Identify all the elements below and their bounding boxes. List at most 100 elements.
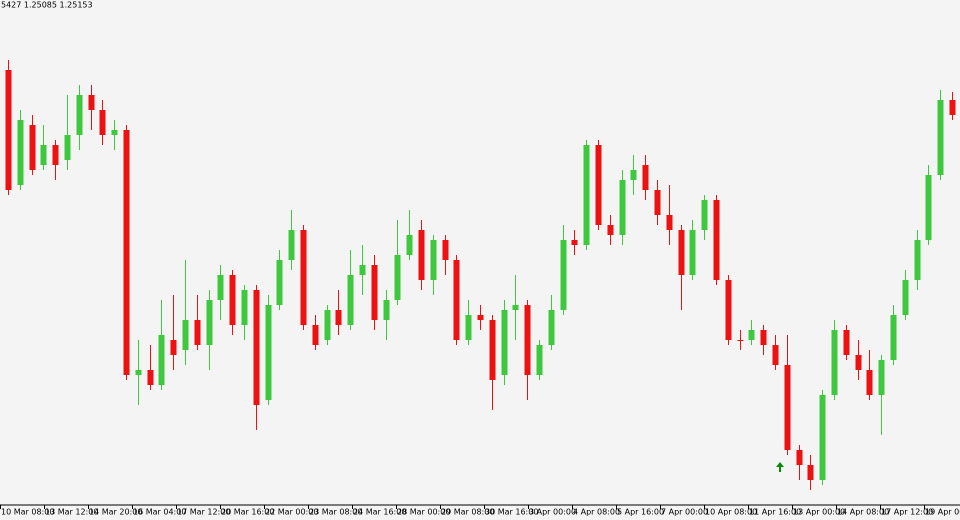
candle-body bbox=[583, 145, 590, 245]
x-tick-label: 10 Mar 08:00 bbox=[1, 508, 54, 517]
candle-body bbox=[796, 450, 803, 465]
candle-body bbox=[135, 370, 142, 375]
candle-body bbox=[666, 215, 673, 230]
x-tick-label: 29 Mar 08:00 bbox=[441, 508, 494, 517]
candle-body bbox=[52, 145, 59, 165]
x-tick-label: 13 Mar 12:00 bbox=[45, 508, 98, 517]
candle-body bbox=[465, 315, 472, 340]
candle-body bbox=[678, 230, 685, 275]
x-tick-label: 20 Mar 16:00 bbox=[221, 508, 274, 517]
candle-body bbox=[111, 130, 118, 135]
candle-body bbox=[453, 260, 460, 340]
candle-body bbox=[560, 240, 567, 310]
candle-body bbox=[394, 255, 401, 300]
x-tick-label: 11 Apr 16:00 bbox=[749, 508, 801, 517]
candle-body bbox=[855, 355, 862, 370]
x-tick-label: 13 Apr 00:00 bbox=[793, 508, 845, 517]
x-tick-label: 10 Apr 08:00 bbox=[705, 508, 757, 517]
candle-body bbox=[914, 240, 921, 280]
candle-body bbox=[937, 100, 944, 175]
candle-body bbox=[748, 330, 755, 340]
candle-body bbox=[217, 275, 224, 300]
candle-body bbox=[206, 300, 213, 345]
candle-body bbox=[548, 310, 555, 345]
candle-body bbox=[595, 145, 602, 225]
candle-body bbox=[383, 300, 390, 320]
candle-body bbox=[99, 110, 106, 135]
candle-body bbox=[501, 310, 508, 375]
candle-body bbox=[642, 165, 649, 190]
candle-body bbox=[489, 320, 496, 380]
candle-body bbox=[324, 310, 331, 340]
x-tick-label: 30 Mar 16:00 bbox=[485, 508, 538, 517]
x-tick-label: 4 Apr 08:00 bbox=[573, 508, 620, 517]
candle-body bbox=[772, 345, 779, 365]
x-tick-label: 5 Apr 16:00 bbox=[617, 508, 664, 517]
x-tick-label: 23 Mar 08:00 bbox=[309, 508, 362, 517]
candle-body bbox=[17, 120, 24, 185]
candle-body bbox=[29, 125, 36, 170]
candle-body bbox=[359, 265, 366, 275]
candle-body bbox=[619, 180, 626, 235]
candle-body bbox=[335, 310, 342, 325]
x-tick-label: 14 Mar 20:00 bbox=[89, 508, 142, 517]
candle-body bbox=[607, 225, 614, 235]
candle-body bbox=[300, 230, 307, 325]
candle-body bbox=[784, 365, 791, 450]
x-tick-label: 24 Mar 16:00 bbox=[353, 508, 406, 517]
candle-body bbox=[312, 325, 319, 345]
candle-body bbox=[265, 305, 272, 400]
candle-body bbox=[170, 340, 177, 355]
candle-body bbox=[571, 240, 578, 245]
candle-body bbox=[630, 170, 637, 180]
candle-body bbox=[276, 260, 283, 305]
candle-body bbox=[760, 330, 767, 345]
candle-body bbox=[843, 330, 850, 355]
candle-body bbox=[418, 230, 425, 280]
candle-body bbox=[371, 265, 378, 320]
candle-body bbox=[713, 200, 720, 280]
candle-body bbox=[40, 145, 47, 165]
candle-body bbox=[406, 235, 413, 255]
candle-body bbox=[819, 395, 826, 480]
candle-body bbox=[5, 70, 12, 190]
candle-body bbox=[890, 315, 897, 360]
candle-body bbox=[831, 330, 838, 395]
candle-body bbox=[524, 305, 531, 375]
candle-body bbox=[347, 275, 354, 325]
candle-body bbox=[182, 320, 189, 350]
candle-body bbox=[725, 280, 732, 340]
x-tick-label: 22 Mar 00:00 bbox=[265, 508, 318, 517]
candle-body bbox=[477, 315, 484, 320]
candle-body bbox=[512, 305, 519, 310]
candle-body bbox=[158, 335, 165, 385]
candle-body bbox=[253, 290, 260, 405]
candle-body bbox=[949, 100, 956, 115]
candle-body bbox=[689, 230, 696, 275]
candle-body bbox=[902, 280, 909, 315]
candle-body bbox=[654, 190, 661, 215]
candle-body bbox=[866, 370, 873, 395]
candle-body bbox=[147, 370, 154, 385]
candle-body bbox=[88, 95, 95, 110]
candle-body bbox=[64, 135, 71, 160]
buy-arrow bbox=[776, 462, 784, 472]
x-tick-label: 16 Mar 04:00 bbox=[133, 508, 186, 517]
candle-body bbox=[430, 240, 437, 280]
candle-body bbox=[229, 275, 236, 325]
candle-body bbox=[701, 200, 708, 230]
candle-body bbox=[878, 360, 885, 395]
x-tick-label: 17 Mar 12:00 bbox=[177, 508, 230, 517]
candle-body bbox=[194, 320, 201, 345]
candle-body bbox=[76, 95, 83, 135]
x-tick-label: 3 Apr 00:00 bbox=[529, 508, 576, 517]
candle-body bbox=[925, 175, 932, 240]
x-tick-label: 28 Mar 00:00 bbox=[397, 508, 450, 517]
x-tick-label: 19 Apr 00:00 bbox=[925, 508, 960, 517]
price-header: 5427 1.25085 1.25153 bbox=[1, 1, 93, 10]
candle-body bbox=[288, 230, 295, 260]
candle-body bbox=[241, 290, 248, 325]
x-tick-label: 14 Apr 08:00 bbox=[837, 508, 889, 517]
